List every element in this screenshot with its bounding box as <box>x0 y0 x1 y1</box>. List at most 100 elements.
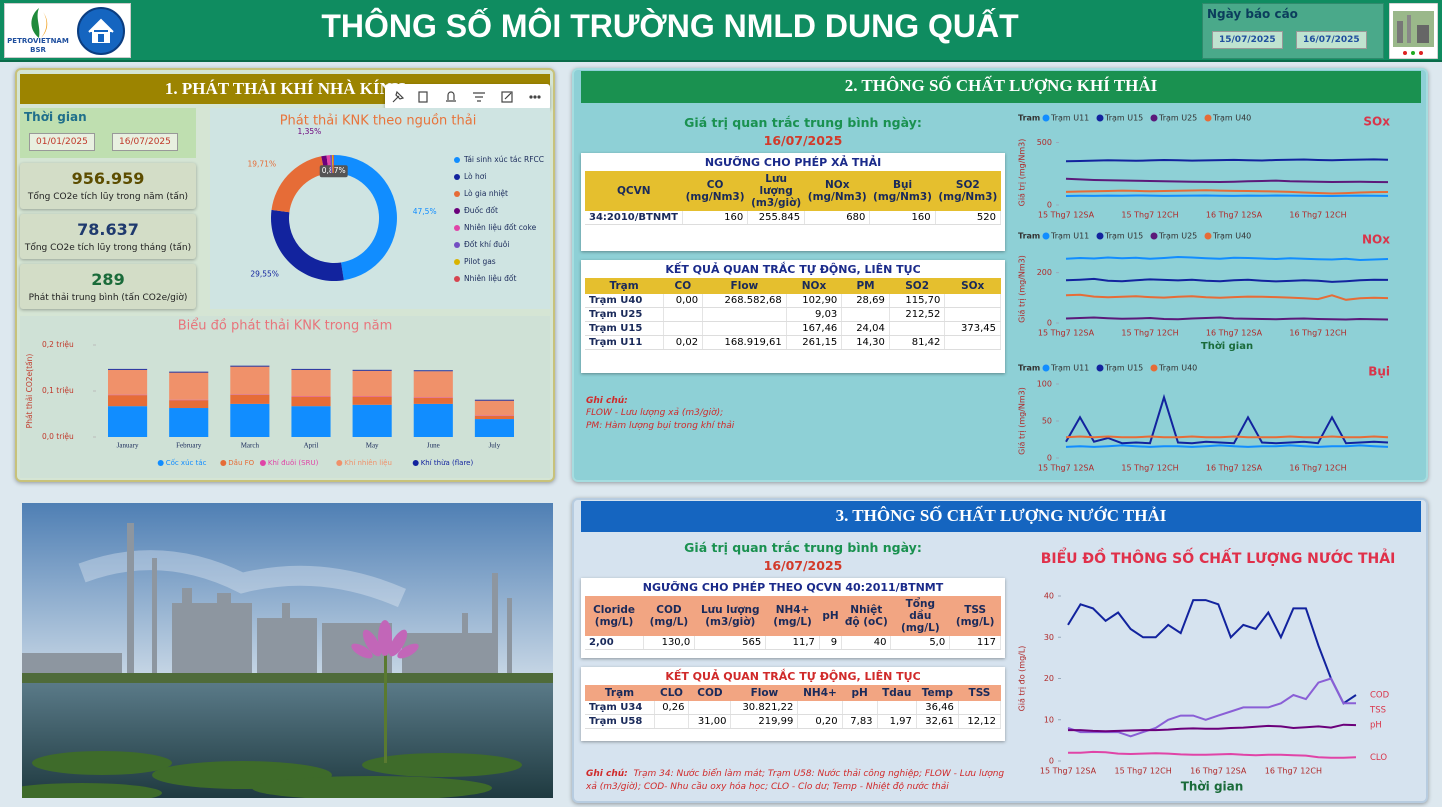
table-row: Trạm U11 0,02 168.919,61 261,15 14,30 81,42 <box>585 335 1001 350</box>
table-cell: 1,97 <box>877 714 917 729</box>
logo-text: PETROVIETNAM <box>7 37 69 45</box>
column-header: NOx (mg/Nm3) <box>807 179 867 203</box>
note: PM: Hàm lượng bụi trong khí thải <box>586 421 735 431</box>
bar-panel <box>20 316 550 478</box>
table-cell: 102,90 <box>786 294 843 308</box>
table-row: 34:2010/BTNMT 160 255.845 680 160 520 <box>585 211 1002 225</box>
table-cell: 30.821,22 <box>730 701 799 715</box>
table-cell: 0,26 <box>654 701 690 715</box>
table-row: Trạm U58 31,00 219,99 0,20 7,83 1,97 32,61 12,1… <box>585 714 1002 729</box>
table-cell: 680 <box>804 211 871 225</box>
date-filter: Ngày báo cáo 15/07/2025 16/07/2025 <box>1202 3 1384 59</box>
time-filter: Thời gian 01/01/2025 16/07/2025 <box>20 108 196 158</box>
table-cell <box>944 335 1001 350</box>
avg-label: Giá trị quan trắc trung bình ngày: <box>684 540 922 555</box>
limits-table: NGƯỠNG CHO PHÉP THEO QCVN 40:2011/BTNMT C… <box>581 578 1005 658</box>
table-cell: 34:2010/BTNMT <box>585 211 683 225</box>
table-cell <box>688 701 732 715</box>
date-from[interactable]: 01/01/2025 <box>29 133 95 151</box>
table-cell <box>841 307 890 322</box>
table-row: Trạm U34 0,26 30.821,22 36,46 <box>585 701 1002 715</box>
table-cell: Trạm U15 <box>585 321 664 336</box>
column-header: Lưu lượng (m3/giờ) <box>700 604 760 628</box>
column-header: PM <box>856 280 875 292</box>
note: Trạm 34: Nước biển làm mát; Trạm U58: Nư… <box>586 769 1005 792</box>
table-cell: 373,45 <box>944 321 1001 336</box>
date-label: Ngày báo cáo <box>1207 7 1298 21</box>
table-cell: 0,02 <box>663 335 704 350</box>
table-cell <box>944 307 1001 322</box>
date-to[interactable]: 16/07/2025 <box>1296 31 1367 49</box>
data-table: Cloride (mg/L) COD (mg/L) Lưu lượng (m3/gi… <box>585 596 1001 650</box>
table-cell: 167,46 <box>786 321 843 336</box>
table-cell: 0,00 <box>663 294 704 308</box>
kpi-card: 956.959 Tổng CO2e tích lũy trong năm (tấ… <box>20 163 196 209</box>
date-to[interactable]: 16/07/2025 <box>112 133 178 151</box>
table-cell <box>889 321 946 336</box>
column-header: Trạm <box>604 687 635 699</box>
note-title: Ghi chú: <box>586 769 628 779</box>
table-cell: 12,12 <box>958 714 1002 729</box>
table-cell: Trạm U25 <box>585 307 664 322</box>
limits-table: NGƯỠNG CHO PHÉP XẢ THẢI QCVN CO (mg/Nm3) Lư… <box>581 153 1005 251</box>
table-cell: 520 <box>935 211 1002 225</box>
header-row: Trạm CLO COD Flow NH4+ pH Tdau Temp TSS <box>585 685 1001 701</box>
table-cell: 0,20 <box>797 714 843 729</box>
column-header: TSS <box>968 687 991 699</box>
table-cell: 160 <box>869 211 936 225</box>
column-header: COD (mg/L) <box>649 604 689 628</box>
section-title: 2. THÔNG SỐ CHẤT LƯỢNG KHÍ THẢI <box>581 71 1421 103</box>
table-cell: 9 <box>819 636 843 650</box>
visual-toolbar[interactable] <box>385 84 550 110</box>
table-cell: 32,61 <box>916 714 959 729</box>
data-table: QCVN CO (mg/Nm3) Lưu lượng (m3/giờ) NOx (mg… <box>585 171 1002 225</box>
column-header: pH <box>851 687 868 699</box>
column-header: CO (mg/Nm3) <box>685 179 745 203</box>
column-header: SOx <box>961 280 985 292</box>
column-header: QCVN <box>616 185 651 197</box>
kpi-label: Tổng CO2e tích lũy trong năm (tấn) <box>27 192 189 202</box>
column-header: Temp <box>921 687 954 699</box>
column-header: Tổng dầu (mg/L) <box>901 598 940 634</box>
column-header: Tdau <box>882 687 912 699</box>
data-table: Trạm CLO COD Flow NH4+ pH Tdau Temp TSS Trạm U34 0… <box>585 685 1002 729</box>
table-title: KẾT QUẢ QUAN TRẮC TỰ ĐỘNG, LIÊN TỤC <box>665 670 921 683</box>
avg-date: 16/07/2025 <box>763 558 843 573</box>
table-cell <box>944 294 1001 308</box>
column-header: SO2 <box>905 280 929 292</box>
table-cell: 115,70 <box>889 294 946 308</box>
column-header: Nhiệt độ (oC) <box>844 604 888 628</box>
column-header: COD <box>697 687 723 699</box>
date-from[interactable]: 15/07/2025 <box>1212 31 1283 49</box>
column-header: NH4+ <box>803 687 837 699</box>
table-cell: 40 <box>841 636 892 650</box>
table-cell: 2,00 <box>585 636 644 650</box>
table-cell: 212,52 <box>889 307 946 322</box>
header <box>0 0 1442 62</box>
table-cell: Trạm U58 <box>585 714 655 729</box>
results-table: KẾT QUẢ QUAN TRẮC TỰ ĐỘNG, LIÊN TỤC Trạm C… <box>581 260 1005 373</box>
table-cell: 255.845 <box>747 211 806 225</box>
toolbar-icons <box>392 90 541 103</box>
donut-panel <box>210 108 550 309</box>
table-cell: 9,03 <box>786 307 843 322</box>
table-row: Trạm U40 0,00 268.582,68 102,90 28,69 115,70 <box>585 294 1001 308</box>
table-cell: 81,42 <box>889 335 946 350</box>
table-cell <box>958 701 1002 715</box>
site-logo <box>1389 3 1438 59</box>
table-cell <box>797 701 843 715</box>
results-table: KẾT QUẢ QUAN TRẮC TỰ ĐỘNG, LIÊN TỤC Trạm C… <box>581 667 1005 741</box>
refinery-photo <box>22 503 553 798</box>
column-header: Flow <box>730 280 759 292</box>
column-header: Trạm <box>609 280 639 292</box>
table-cell: 11,7 <box>765 636 820 650</box>
column-header: CLO <box>660 687 683 699</box>
table-title: NGƯỠNG CHO PHÉP XẢ THẢI <box>704 156 882 169</box>
table-cell: 31,00 <box>688 714 732 729</box>
table-cell: Trạm U11 <box>585 335 664 350</box>
home-button[interactable] <box>75 6 127 56</box>
table-cell: 28,69 <box>841 294 890 308</box>
table-cell: 117 <box>949 636 1001 650</box>
avg-label: Giá trị quan trắc trung bình ngày: <box>684 115 922 130</box>
